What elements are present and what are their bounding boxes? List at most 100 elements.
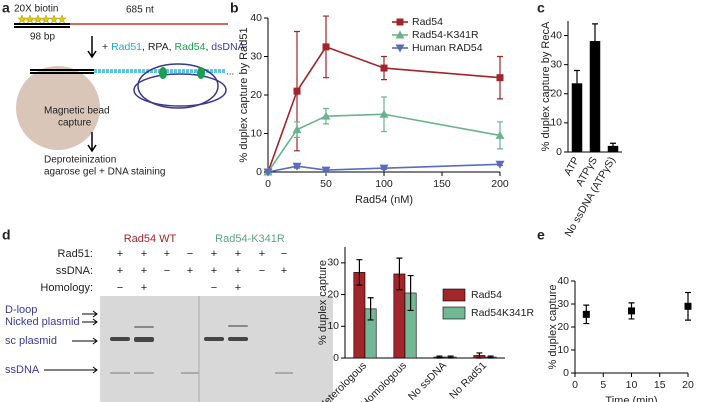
x-tick-label: 20 — [682, 379, 694, 391]
lane-sign: − — [117, 282, 123, 294]
label: 98 bp — [30, 32, 55, 43]
panel-label: e — [537, 227, 545, 243]
y-tick-label: 30 — [327, 257, 339, 269]
band-label: D-loop — [5, 304, 37, 316]
y-axis-label: % duplex capture by Rad51 — [238, 27, 250, 162]
legend-label: Human RAD54 — [412, 42, 483, 54]
lane-sign: + — [141, 265, 147, 277]
x-axis-label: Time (min) — [605, 395, 657, 402]
lane-sign: + — [235, 265, 241, 277]
x-tick-label: 50 — [320, 178, 332, 190]
marker — [292, 125, 302, 134]
lane-sign: − — [259, 265, 265, 277]
marker — [684, 302, 692, 310]
arrows — [44, 310, 98, 374]
error-bar — [407, 274, 414, 312]
lane-sign: + — [117, 265, 123, 277]
x-tick-label: No ssDNA — [406, 360, 449, 402]
group-label: Rad54-K341R — [215, 233, 285, 245]
legend-swatch — [442, 288, 466, 302]
lane-sign: − — [281, 248, 287, 260]
marker — [321, 166, 331, 175]
y-tick-label: 0 — [563, 367, 569, 379]
x-tick-label: 10 — [626, 379, 638, 391]
marker — [495, 160, 505, 169]
label: + — [102, 41, 111, 53]
gel-bands — [110, 325, 293, 374]
band-label: sc plasmid — [5, 335, 57, 347]
marker — [379, 164, 389, 173]
error-bar — [367, 297, 374, 321]
lane-sign: − — [211, 282, 217, 294]
marker — [628, 307, 635, 315]
y-tick-label: 40 — [250, 12, 262, 24]
label: Deproteinization — [44, 155, 116, 166]
marker — [321, 111, 331, 120]
reagents: + Rad51, RPA, Rad54, dsDNA — [102, 41, 245, 53]
marker — [292, 162, 302, 171]
legend-label: Rad54-K341R — [412, 29, 479, 41]
x-tick-label: 0 — [265, 178, 271, 190]
error-bar — [476, 352, 483, 359]
panel-label: c — [537, 0, 545, 16]
legend-swatch — [442, 306, 466, 320]
y-tick-label: 0 — [556, 146, 562, 158]
gel-panel: Rad54 WT Rad54-K341R Rad51: ssDNA: Homol… — [5, 233, 333, 402]
legend-label: Rad54K341R — [471, 307, 534, 319]
label: ... — [226, 67, 234, 78]
arrow — [87, 132, 97, 153]
y-tick-label: 20 — [327, 288, 339, 300]
y-tick-label: 10 — [327, 320, 339, 332]
lane-sign: + — [141, 282, 147, 294]
label: dsDNA — [211, 41, 244, 53]
x-tick-label: 100 — [375, 178, 393, 190]
label: 20X biotin — [14, 4, 58, 15]
x-tick-label: 200 — [491, 178, 509, 190]
row-label: ssDNA: — [56, 265, 93, 277]
label: 685 nt — [126, 5, 154, 16]
x-tick-label: 150 — [433, 178, 451, 190]
y-tick-label: 20 — [550, 88, 562, 100]
marker — [379, 109, 389, 118]
marker — [496, 74, 504, 82]
label: , — [205, 41, 211, 53]
error-bar — [396, 257, 403, 291]
y-tick-label: 20 — [250, 89, 262, 101]
marker — [293, 87, 301, 95]
error-bar — [610, 142, 616, 150]
group-label: Rad54 WT — [124, 233, 177, 245]
lane-sign: + — [259, 248, 265, 260]
label: Rad54 — [175, 41, 206, 53]
lane-sign: + — [187, 265, 193, 277]
band-label: Nicked plasmid — [5, 316, 80, 328]
y-tick-label: 30 — [557, 298, 569, 310]
biotin-stars — [17, 14, 67, 24]
label: , RPA, — [142, 41, 174, 53]
y-tick-label: 0 — [256, 166, 262, 178]
y-axis-label: % duplex capture — [317, 260, 329, 345]
y-tick-label: 20 — [557, 321, 569, 333]
legend-marker — [395, 44, 405, 53]
lane-sign: + — [211, 265, 217, 277]
label: capture — [58, 118, 92, 129]
plasmid — [133, 73, 227, 107]
label: Rad51 — [111, 41, 142, 53]
y-tick-label: 30 — [550, 58, 562, 70]
y-tick-label: 10 — [557, 344, 569, 356]
legend-label: Rad54 — [412, 16, 443, 28]
label: agarose gel + DNA staining — [44, 167, 165, 178]
lane-sign: + — [235, 248, 241, 260]
lane-sign: − — [164, 265, 170, 277]
y-tick-label: 40 — [550, 29, 562, 41]
lane-sign: + — [281, 265, 287, 277]
x-tick-label: No Rad51 — [447, 359, 489, 401]
lane-sign: + — [117, 248, 123, 260]
arrow — [87, 36, 97, 59]
y-axis-label: % duplex capture by RecA — [540, 21, 552, 151]
rad54 — [159, 67, 167, 79]
lane-sign: + — [235, 282, 241, 294]
lane-sign: + — [211, 248, 217, 260]
lane-sign: − — [187, 248, 193, 260]
marker — [582, 310, 590, 318]
row-label: Rad51: — [58, 248, 93, 260]
